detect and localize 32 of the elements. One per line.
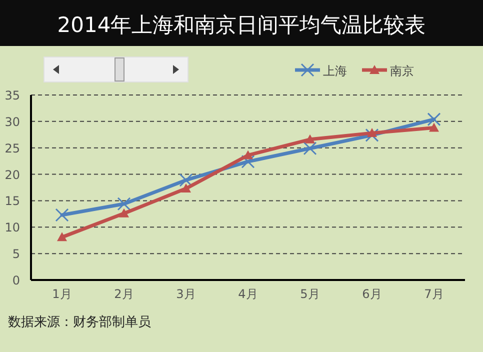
y-tick-label: 0: [12, 274, 20, 288]
x-tick-label: 1月: [52, 287, 72, 301]
x-tick-label: 4月: [238, 287, 258, 301]
point: [55, 208, 69, 222]
point: [427, 112, 441, 126]
chart-title: 2014年上海和南京日间平均气温比较表: [57, 13, 426, 37]
point: [305, 134, 315, 144]
point: [303, 142, 317, 156]
x-tick-label: 3月: [176, 287, 196, 301]
point: [367, 128, 377, 138]
x-tick-label: 7月: [424, 287, 444, 301]
x-tick-label: 2月: [114, 287, 134, 301]
legend-label: 上海: [323, 64, 347, 78]
y-tick-label: 20: [4, 168, 20, 182]
y-tick-label: 25: [4, 141, 20, 156]
y-tick-label: 5: [12, 247, 20, 262]
point: [365, 128, 379, 142]
y-tick-label: 15: [4, 194, 20, 208]
y-tick-label: 10: [4, 220, 20, 235]
point: [119, 208, 129, 218]
x-tick-label: 5月: [300, 287, 320, 301]
point: [429, 122, 439, 132]
point: [57, 232, 67, 242]
source-note: 数据来源：财务部制单员: [8, 315, 151, 330]
legend-label: 南京: [390, 64, 414, 78]
point: [181, 184, 191, 193]
point: [241, 154, 255, 168]
point: [243, 150, 253, 160]
y-tick-label: 30: [4, 114, 20, 129]
y-tick-label: 35: [4, 88, 20, 102]
x-tick-label: 6月: [362, 287, 382, 301]
point: [117, 197, 131, 211]
